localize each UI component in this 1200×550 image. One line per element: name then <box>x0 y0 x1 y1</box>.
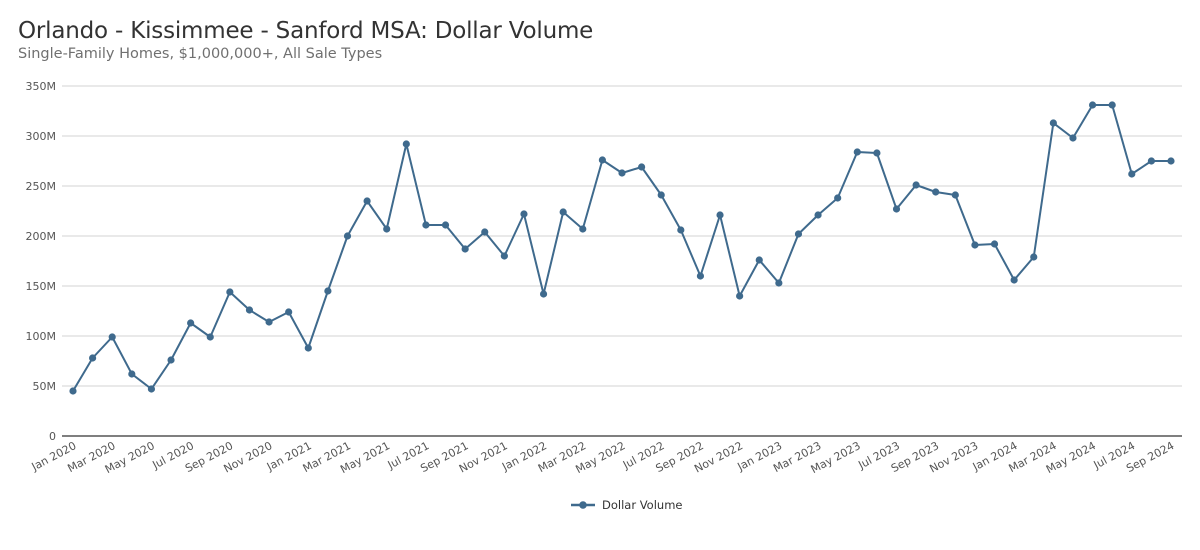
data-point[interactable] <box>618 169 626 177</box>
data-point[interactable] <box>461 245 469 253</box>
y-tick-label: 250M <box>26 180 57 193</box>
data-point[interactable] <box>69 387 77 395</box>
data-point[interactable] <box>1049 119 1057 127</box>
data-point[interactable] <box>951 191 959 199</box>
y-tick-label: 150M <box>26 280 57 293</box>
data-point[interactable] <box>206 333 214 341</box>
data-point[interactable] <box>520 210 528 218</box>
y-tick-label: 0 <box>49 430 56 443</box>
series-dollar-volume <box>69 101 1175 395</box>
data-point[interactable] <box>853 148 861 156</box>
data-point[interactable] <box>128 370 136 378</box>
data-point[interactable] <box>383 225 391 233</box>
data-point[interactable] <box>755 256 763 264</box>
data-point[interactable] <box>304 344 312 352</box>
data-point[interactable] <box>265 318 273 326</box>
data-point[interactable] <box>1088 101 1097 109</box>
data-point[interactable] <box>638 163 646 171</box>
legend[interactable]: Dollar Volume <box>570 498 682 512</box>
data-point[interactable] <box>657 191 665 199</box>
data-point[interactable] <box>108 333 116 341</box>
data-point[interactable] <box>363 197 371 205</box>
data-point[interactable] <box>89 354 97 362</box>
data-point[interactable] <box>226 288 234 296</box>
series-line <box>72 104 1171 392</box>
data-point[interactable] <box>677 226 685 234</box>
chart-title: Orlando - Kissimmee - Sanford MSA: Dolla… <box>18 18 594 44</box>
data-point[interactable] <box>324 287 332 295</box>
gridlines <box>62 85 1182 437</box>
data-point[interactable] <box>990 240 999 248</box>
data-point[interactable] <box>716 211 724 219</box>
data-point[interactable] <box>1108 101 1116 109</box>
data-point[interactable] <box>285 308 293 316</box>
data-point[interactable] <box>579 225 587 233</box>
data-point[interactable] <box>1069 134 1077 142</box>
data-point[interactable] <box>559 208 567 216</box>
data-point[interactable] <box>794 230 803 238</box>
y-tick-label: 350M <box>26 80 57 93</box>
data-point[interactable] <box>500 252 508 260</box>
data-point[interactable] <box>402 140 410 148</box>
data-point[interactable] <box>873 149 881 157</box>
data-point[interactable] <box>1167 157 1175 165</box>
data-point[interactable] <box>245 306 254 314</box>
data-point[interactable] <box>1147 157 1155 165</box>
data-point[interactable] <box>736 292 744 300</box>
data-point[interactable] <box>912 181 920 189</box>
data-point[interactable] <box>834 194 842 202</box>
y-tick-label: 50M <box>33 380 57 393</box>
data-point[interactable] <box>814 211 822 219</box>
legend-label: Dollar Volume <box>602 498 683 512</box>
data-point[interactable] <box>971 241 979 249</box>
data-point[interactable] <box>892 205 901 213</box>
data-point[interactable] <box>167 356 175 364</box>
data-point[interactable] <box>422 221 430 229</box>
data-point[interactable] <box>343 232 352 240</box>
data-point[interactable] <box>1010 276 1018 284</box>
data-point[interactable] <box>441 221 450 229</box>
y-tick-label: 200M <box>26 230 57 243</box>
data-point[interactable] <box>481 228 489 236</box>
chart-subtitle: Single-Family Homes, $1,000,000+, All Sa… <box>18 46 383 62</box>
y-tick-label: 300M <box>26 130 57 143</box>
data-point[interactable] <box>187 319 195 327</box>
data-point[interactable] <box>1030 253 1038 261</box>
data-point[interactable] <box>696 272 705 280</box>
data-point[interactable] <box>147 385 156 393</box>
data-point[interactable] <box>1128 170 1136 178</box>
data-point[interactable] <box>932 188 940 196</box>
legend-line-marker-icon <box>571 501 595 509</box>
data-point[interactable] <box>598 156 606 164</box>
y-axis: 0 50M 100M 150M 200M 250M 300M 350M <box>26 80 57 443</box>
data-point[interactable] <box>539 290 548 298</box>
y-tick-label: 100M <box>26 330 57 343</box>
data-point[interactable] <box>775 279 783 287</box>
